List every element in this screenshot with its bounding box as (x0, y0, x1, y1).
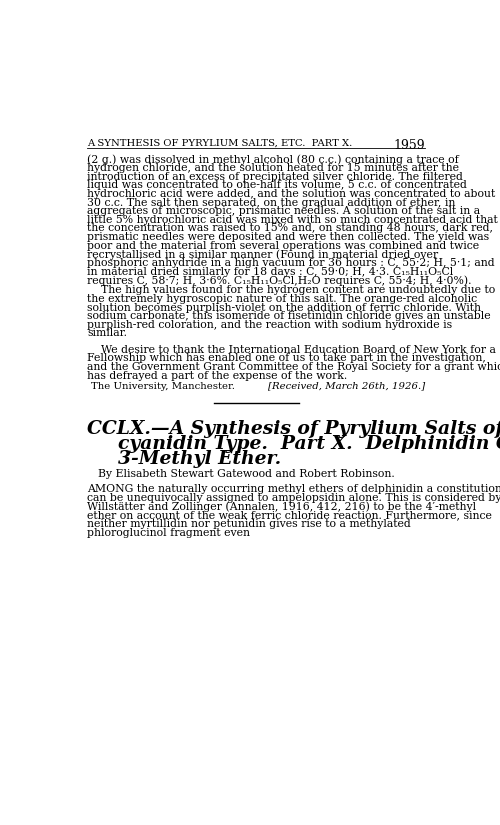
Text: AMONG the naturally occurring methyl ethers of delphinidin a constitution: AMONG the naturally occurring methyl eth… (88, 484, 500, 494)
Text: the extremely hygroscopic nature of this salt. The orange-red alcoholic: the extremely hygroscopic nature of this… (88, 294, 478, 304)
Text: solution becomes purplish-violet on the addition of ferric chloride. With: solution becomes purplish-violet on the … (88, 303, 482, 313)
Text: 3-Methyl Ether.: 3-Methyl Ether. (118, 450, 282, 468)
Text: We desire to thank the International Education Board of New York for a: We desire to thank the International Edu… (88, 345, 496, 355)
Text: [Received, March 26th, 1926.]: [Received, March 26th, 1926.] (268, 382, 425, 391)
Text: purplish-red coloration, and the reaction with sodium hydroxide is: purplish-red coloration, and the reactio… (88, 320, 452, 330)
Text: and the Government Grant Committee of the Royal Society for a grant which: and the Government Grant Committee of th… (88, 362, 500, 372)
Text: similar.: similar. (88, 328, 128, 338)
Text: By Elisabeth Stewart Gatewood and Robert Robinson.: By Elisabeth Stewart Gatewood and Robert… (98, 469, 395, 479)
Text: 1959: 1959 (394, 139, 425, 152)
Text: aggregates of microscopic, prismatic needles. A solution of the salt in a: aggregates of microscopic, prismatic nee… (88, 206, 480, 216)
Text: neither myrtillidin nor petunidin gives rise to a methylated: neither myrtillidin nor petunidin gives … (88, 519, 411, 529)
Text: ether on account of the weak ferric chloride reaction. Furthermore, since: ether on account of the weak ferric chlo… (88, 511, 492, 521)
Text: cyanidin Type.  Part X.  Delphinidin Chloride: cyanidin Type. Part X. Delphinidin Chlor… (118, 435, 500, 453)
Text: prismatic needles were deposited and were then collected. The yield was: prismatic needles were deposited and wer… (88, 232, 490, 242)
Text: 30 c.c. The salt then separated, on the gradual addition of ether, in: 30 c.c. The salt then separated, on the … (88, 197, 456, 208)
Text: has defrayed a part of the expense of the work.: has defrayed a part of the expense of th… (88, 370, 348, 380)
Text: introduction of an excess of precipitated silver chloride. The filtered: introduction of an excess of precipitate… (88, 172, 463, 182)
Text: (2 g.) was dissolved in methyl alcohol (80 c.c.) containing a trace of: (2 g.) was dissolved in methyl alcohol (… (88, 154, 459, 165)
Text: recrystallised in a similar manner (Found in material dried over: recrystallised in a similar manner (Foun… (88, 249, 438, 260)
Text: in material dried similarly for 18 days : C, 59·0; H, 4·3. C₁₅H₁₁O₅Cl: in material dried similarly for 18 days … (88, 266, 454, 276)
Text: The University, Manchester.: The University, Manchester. (91, 382, 235, 391)
Text: A SYNTHESIS OF PYRYLIUM SALTS, ETC.  PART X.: A SYNTHESIS OF PYRYLIUM SALTS, ETC. PART… (88, 139, 352, 148)
Text: phosphoric anhydride in a high vacuum for 36 hours : C, 55·2; H, 5·1; and: phosphoric anhydride in a high vacuum fo… (88, 258, 495, 268)
Text: requires C, 58·7; H, 3·6%. C₁₅H₁₁O₅Cl,H₂O requires C, 55·4; H, 4·0%).: requires C, 58·7; H, 3·6%. C₁₅H₁₁O₅Cl,H₂… (88, 276, 472, 285)
Text: CCLX.—A Synthesis of Pyrylium Salts of Antho-: CCLX.—A Synthesis of Pyrylium Salts of A… (88, 421, 500, 438)
Text: hydrochloric acid were added, and the solution was concentrated to about: hydrochloric acid were added, and the so… (88, 189, 496, 199)
Text: Willstätter and Zollinger (Annalen, 1916, 412, 216) to be the 4′-methyl: Willstätter and Zollinger (Annalen, 1916… (88, 502, 476, 512)
Text: phloroglucinol fragment even: phloroglucinol fragment even (88, 528, 250, 538)
Text: little 5% hydrochloric acid was mixed with so much concentrated acid that: little 5% hydrochloric acid was mixed wi… (88, 214, 498, 224)
Text: The high values found for the hydrogen content are undoubtedly due to: The high values found for the hydrogen c… (88, 285, 496, 295)
Text: sodium carbonate, this isomeride of fisetinidin chloride gives an unstable: sodium carbonate, this isomeride of fise… (88, 311, 491, 321)
Text: the concentration was raised to 15% and, on standing 48 hours, dark red,: the concentration was raised to 15% and,… (88, 224, 494, 233)
Text: liquid was concentrated to one-half its volume, 5 c.c. of concentrated: liquid was concentrated to one-half its … (88, 181, 467, 191)
Text: can be unequivocally assigned to ampelopsidin alone. This is considered by: can be unequivocally assigned to ampelop… (88, 493, 500, 503)
Text: hydrogen chloride, and the solution heated for 15 minutes after the: hydrogen chloride, and the solution heat… (88, 163, 460, 173)
Text: poor and the material from several operations was combined and twice: poor and the material from several opera… (88, 241, 480, 251)
Text: Fellowship which has enabled one of us to take part in the investigation,: Fellowship which has enabled one of us t… (88, 353, 486, 364)
